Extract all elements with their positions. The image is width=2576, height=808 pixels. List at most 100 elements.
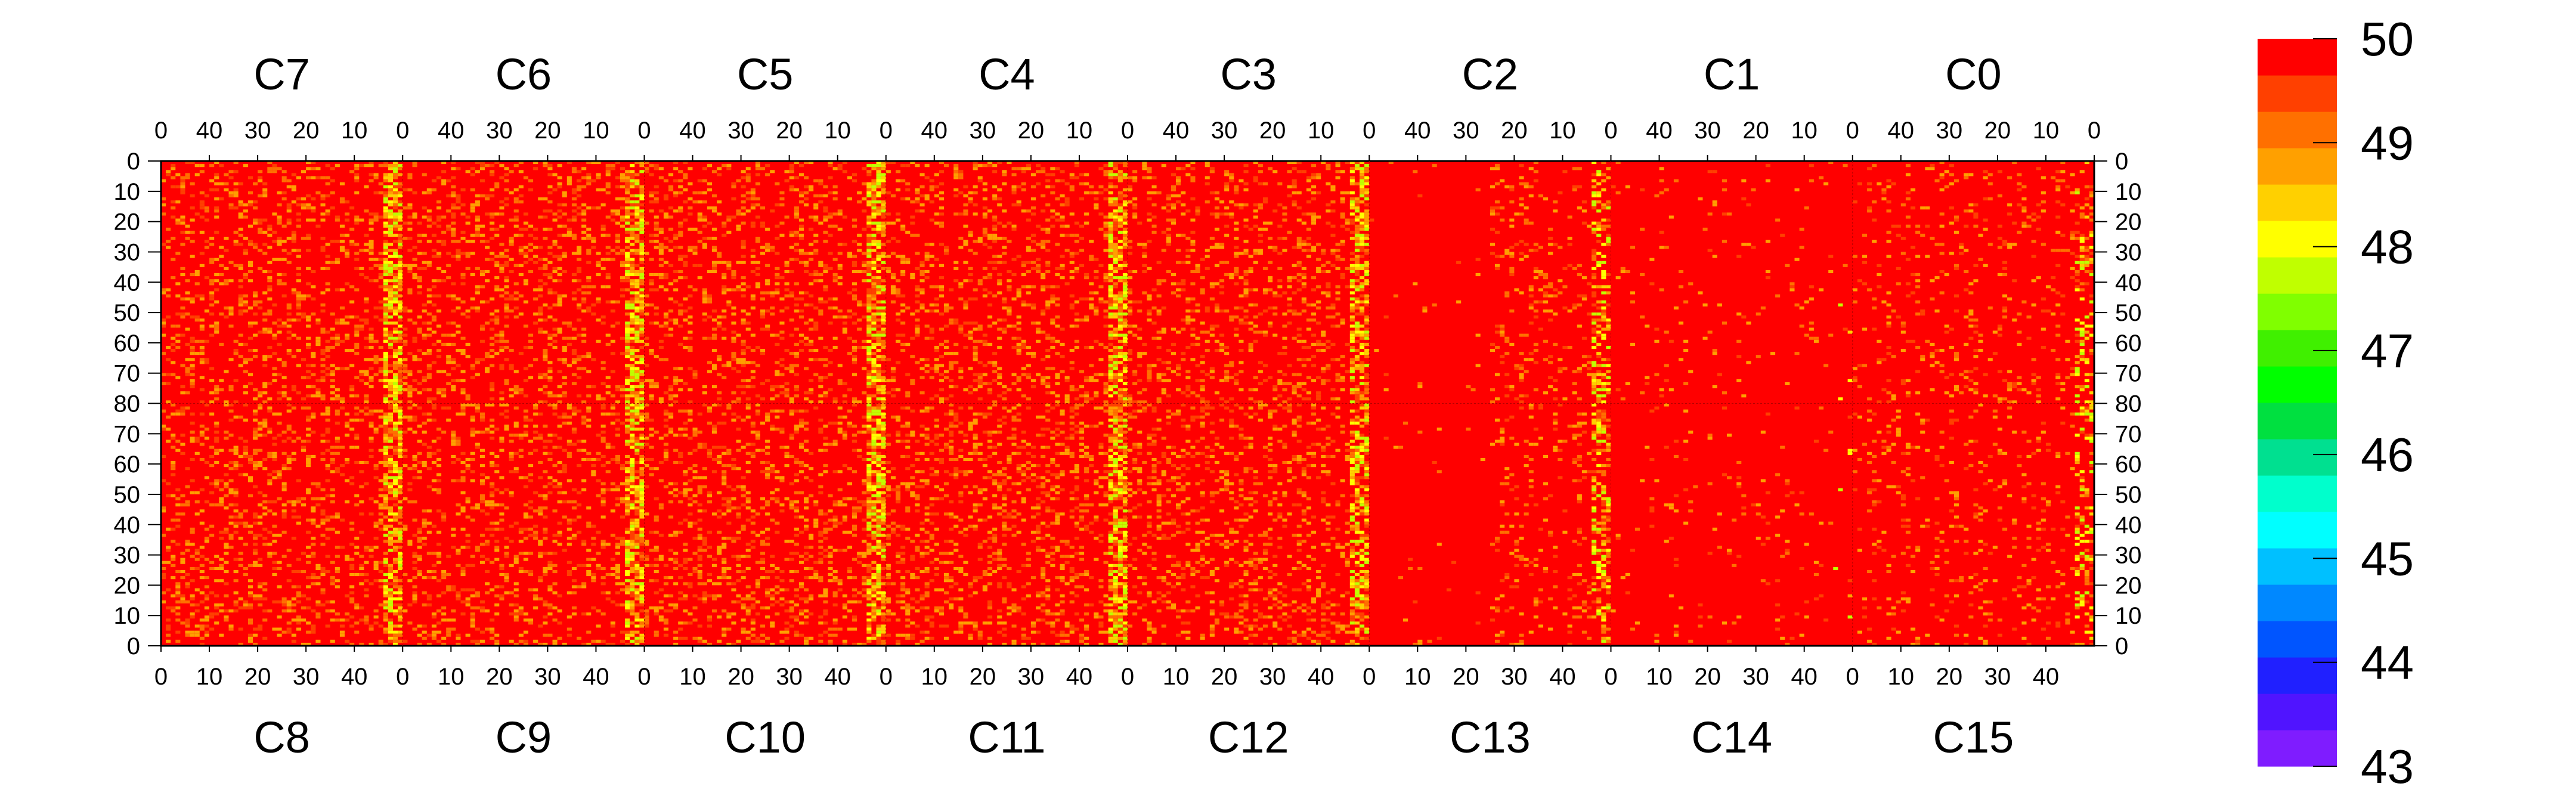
heatmap-cell	[306, 315, 311, 319]
heatmap-cell	[668, 388, 674, 392]
heatmap-cell	[658, 506, 664, 510]
heatmap-cell	[625, 333, 630, 337]
heatmap-cell	[359, 324, 364, 328]
heatmap-cell	[441, 370, 447, 373]
heatmap-cell	[639, 503, 645, 507]
heatmap-cell	[557, 233, 562, 237]
heatmap-cell	[422, 309, 427, 313]
heatmap-cell	[557, 209, 562, 213]
heatmap-cell	[673, 318, 679, 322]
heatmap-cell	[654, 273, 659, 277]
heatmap-cell	[209, 367, 215, 370]
heatmap-cell	[547, 585, 553, 589]
heatmap-cell	[286, 600, 292, 603]
heatmap-cell	[571, 488, 577, 491]
heatmap-cell	[610, 212, 615, 216]
heatmap-cell	[586, 309, 592, 313]
heatmap-cell	[479, 412, 485, 416]
heatmap-cell	[431, 255, 436, 258]
heatmap-cell	[277, 273, 282, 277]
heatmap-cell	[436, 339, 442, 343]
heatmap-cell	[224, 370, 229, 373]
heatmap-cell	[272, 573, 277, 577]
heatmap-cell	[485, 431, 490, 434]
heatmap-cell	[552, 406, 558, 410]
heatmap-cell	[722, 309, 727, 313]
heatmap-cell	[562, 394, 567, 398]
heatmap-cell	[243, 309, 248, 313]
heatmap-cell	[272, 258, 277, 261]
heatmap-cell	[620, 294, 626, 298]
heatmap-cell	[267, 543, 273, 546]
heatmap-cell	[460, 391, 466, 395]
heatmap-cell	[359, 582, 364, 586]
heatmap-cell	[258, 624, 263, 628]
heatmap-cell	[528, 224, 534, 228]
heatmap-cell	[325, 406, 330, 410]
heatmap-cell	[219, 255, 224, 258]
heatmap-cell	[683, 561, 688, 564]
heatmap-cell	[634, 339, 640, 343]
heatmap-cell	[436, 309, 442, 313]
heatmap-cell	[513, 642, 519, 646]
heatmap-cell	[204, 597, 209, 600]
heatmap-cell	[577, 636, 582, 640]
heatmap-cell	[345, 255, 350, 258]
heatmap-cell	[460, 349, 466, 352]
heatmap-cell	[547, 476, 553, 479]
heatmap-cell	[258, 521, 263, 525]
heatmap-cell	[683, 173, 688, 177]
heatmap-cell	[171, 342, 176, 346]
heatmap-cell	[412, 355, 417, 358]
heatmap-cell	[658, 276, 664, 280]
heatmap-cell	[398, 373, 403, 376]
heatmap-cell	[644, 543, 649, 546]
heatmap-cell	[402, 221, 408, 225]
heatmap-cell	[238, 642, 243, 646]
heatmap-cell	[398, 370, 403, 373]
heatmap-cell	[586, 285, 592, 289]
heatmap-cell	[726, 500, 732, 504]
heatmap-cell	[523, 252, 528, 255]
heatmap-cell	[441, 391, 447, 395]
heatmap-cell	[281, 391, 287, 395]
heatmap-cell	[306, 249, 311, 252]
heatmap-cell	[625, 321, 630, 325]
heatmap-cell	[547, 564, 553, 567]
heatmap-cell	[688, 336, 693, 340]
heatmap-cell	[625, 546, 630, 549]
heatmap-cell	[523, 434, 528, 437]
heatmap-cell	[470, 479, 475, 482]
heatmap-cell	[296, 294, 301, 298]
heatmap-cell	[301, 406, 306, 410]
heatmap-cell	[639, 358, 645, 361]
heatmap-cell	[311, 543, 316, 546]
heatmap-cell	[726, 537, 732, 540]
heatmap-cell	[581, 488, 587, 491]
heatmap-cell	[639, 506, 645, 510]
heatmap-cell	[393, 185, 398, 188]
heatmap-cell	[398, 349, 403, 352]
heatmap-cell	[712, 264, 717, 267]
heatmap-cell	[557, 491, 562, 494]
heatmap-cell	[533, 594, 538, 598]
heatmap-cell	[630, 425, 635, 428]
heatmap-cell	[610, 422, 615, 425]
heatmap-cell	[649, 467, 654, 470]
heatmap-cell	[456, 442, 461, 446]
heatmap-cell	[644, 312, 649, 316]
heatmap-cell	[247, 240, 253, 243]
heatmap-cell	[224, 400, 229, 404]
heatmap-cell	[625, 355, 630, 358]
heatmap-cell	[373, 467, 379, 470]
heatmap-cell	[543, 330, 548, 334]
heatmap-cell	[673, 461, 679, 465]
heatmap-cell	[243, 342, 248, 346]
heatmap-cell	[688, 285, 693, 289]
heatmap-cell	[581, 585, 587, 589]
heatmap-cell	[692, 606, 698, 609]
heatmap-cell	[253, 221, 258, 225]
heatmap-cell	[345, 639, 350, 643]
heatmap-cell	[296, 312, 301, 316]
heatmap-cell	[335, 612, 340, 616]
